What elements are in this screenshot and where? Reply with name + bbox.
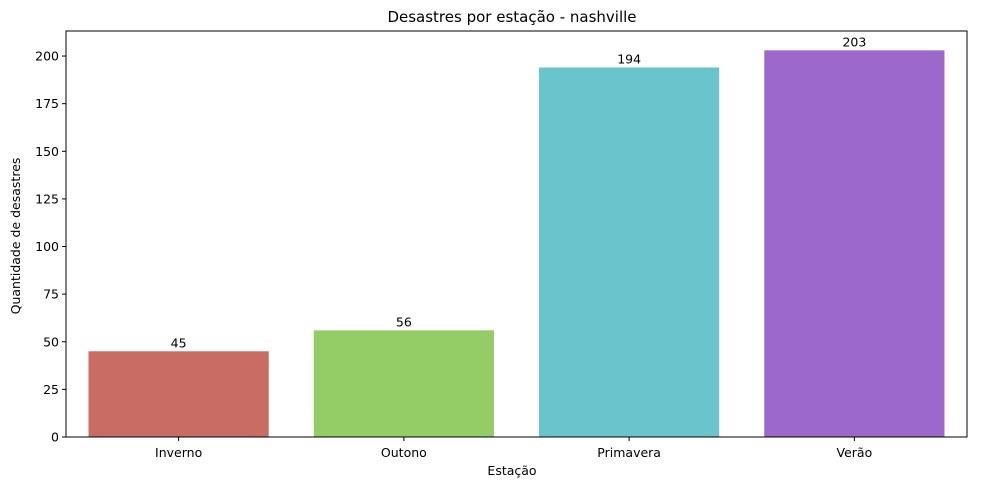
y-axis-ticks: 0 25 50 75 100 125 150 175 200	[35, 49, 66, 445]
data-label-primavera: 194	[617, 51, 641, 66]
bar-inverno	[88, 351, 269, 437]
y-tick-label: 150	[35, 144, 59, 159]
y-tick-label: 75	[43, 287, 59, 302]
y-tick-label: 175	[35, 96, 59, 111]
bar-verão	[764, 50, 945, 437]
y-axis-label: Quantidade de desastres	[8, 158, 23, 315]
y-tick-label: 25	[43, 382, 59, 397]
plot-border	[65, 30, 968, 438]
bar-primavera	[539, 67, 720, 437]
y-tick-label: 100	[35, 239, 59, 254]
data-labels-layer: 45 56 194 203	[171, 34, 867, 350]
bar-outono	[313, 330, 494, 437]
x-tick-label-outono: Outono	[381, 445, 427, 460]
y-tick-label: 50	[43, 334, 59, 349]
x-tick-label-verão: Verão	[837, 445, 873, 460]
data-label-verão: 203	[842, 34, 866, 49]
x-tick-label-inverno: Inverno	[155, 445, 202, 460]
x-axis-label: Estação	[487, 463, 536, 478]
y-tick-label: 200	[35, 49, 59, 64]
y-tick-label: 0	[51, 430, 59, 445]
x-tick-label-primavera: Primavera	[597, 445, 661, 460]
y-tick-label: 125	[35, 191, 59, 206]
x-axis-ticks: Inverno Outono Primavera Verão	[155, 437, 872, 460]
data-label-outono: 56	[396, 314, 412, 329]
data-label-inverno: 45	[171, 335, 187, 350]
bars-layer	[88, 50, 945, 437]
chart-title: Desastres por estação - nashville	[387, 8, 636, 26]
plot-frame	[65, 30, 968, 438]
